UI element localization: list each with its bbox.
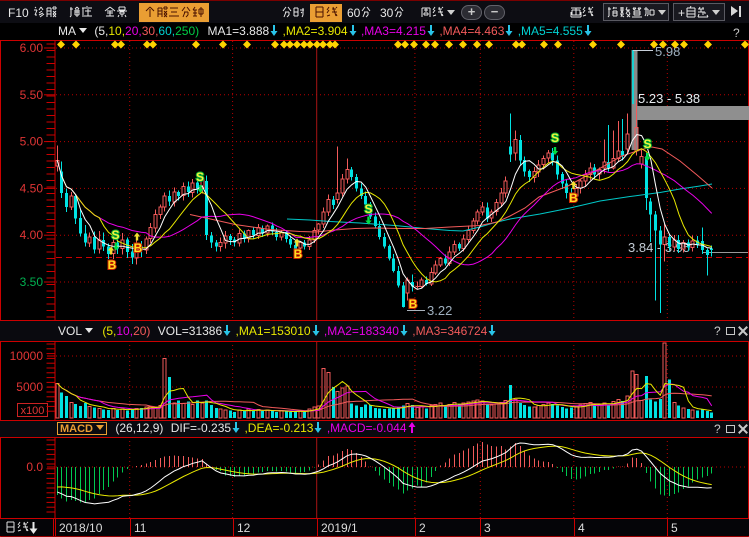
svg-text:S: S — [364, 202, 372, 216]
svg-text:B: B — [294, 247, 303, 261]
svg-text:0.0: 0.0 — [26, 460, 43, 474]
svg-text:S: S — [196, 170, 204, 184]
svg-text:4.00: 4.00 — [20, 228, 44, 242]
svg-text:B: B — [134, 241, 143, 255]
svg-text:B: B — [409, 297, 418, 311]
svg-text:B: B — [108, 258, 117, 272]
svg-text:S: S — [111, 228, 119, 242]
svg-text:S: S — [364, 202, 372, 216]
svg-text:S: S — [551, 131, 559, 145]
svg-text:5.98: 5.98 — [655, 44, 680, 59]
svg-text:B: B — [108, 258, 117, 272]
svg-text:4.50: 4.50 — [20, 181, 44, 195]
svg-text:B: B — [134, 241, 143, 255]
svg-text:B: B — [409, 297, 418, 311]
svg-text:B: B — [569, 191, 578, 205]
svg-text:5.50: 5.50 — [20, 88, 44, 102]
svg-text:5000: 5000 — [16, 380, 43, 394]
svg-text:S: S — [551, 131, 559, 145]
svg-text:B: B — [294, 247, 303, 261]
svg-text:S: S — [643, 137, 651, 151]
svg-text:3.22: 3.22 — [427, 303, 452, 318]
svg-text:S: S — [111, 228, 119, 242]
svg-text:10000: 10000 — [10, 349, 44, 363]
svg-text:S: S — [643, 137, 651, 151]
svg-text:5.23 - 5.38: 5.23 - 5.38 — [638, 91, 700, 106]
svg-text:S: S — [196, 170, 204, 184]
svg-text:x100: x100 — [21, 405, 45, 417]
svg-text:3.50: 3.50 — [20, 275, 44, 289]
svg-text:3.84 - 3.95: 3.84 - 3.95 — [628, 240, 690, 255]
svg-text:6.00: 6.00 — [20, 41, 44, 55]
svg-text:B: B — [569, 191, 578, 205]
svg-text:5.00: 5.00 — [20, 135, 44, 149]
